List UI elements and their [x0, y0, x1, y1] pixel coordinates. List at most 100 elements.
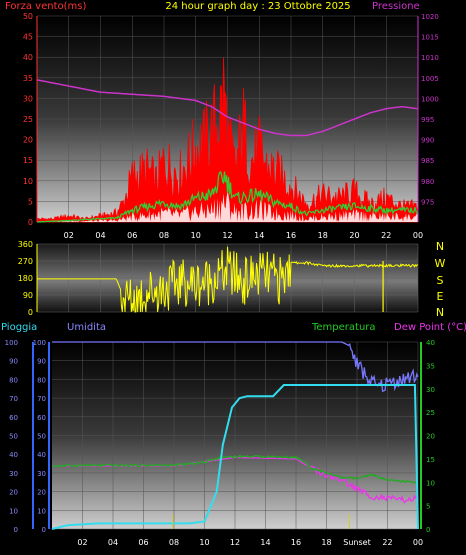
humidity-tick-label: 0 — [42, 526, 46, 534]
wind-x-tick-label: 18 — [318, 231, 328, 240]
temperature-tick-label: 15 — [426, 456, 435, 464]
humidity-axis-title: Umidita — [67, 322, 106, 333]
direction-series — [37, 246, 419, 313]
rain-tick-label: 40 — [9, 451, 18, 459]
wind-gust-series — [36, 57, 419, 223]
compass-labels: N W S E N — [435, 240, 446, 319]
humidity-tick-label: 50 — [37, 433, 46, 441]
humidity-tick-label: 90 — [37, 358, 46, 366]
humidity-x-tick-label: 08 — [169, 538, 179, 547]
rain-tick-label: 20 — [9, 489, 18, 497]
temperature-tick-label: 30 — [426, 386, 435, 394]
humidity-x-tick-label: Sunset — [343, 538, 370, 547]
temperature-tick-label: 0 — [426, 526, 430, 534]
wind-tick-label: 30 — [23, 94, 33, 103]
humidity-tick-label: 60 — [37, 414, 46, 422]
humidity-tick-label: 80 — [37, 376, 46, 384]
humidity-x-tick-label: 10 — [199, 538, 209, 547]
direction-tick-label: 180 — [18, 274, 33, 283]
pressure-tick-label: 995 — [421, 116, 434, 124]
humidity-x-tick-label: 00 — [413, 538, 423, 547]
chart-title: 24 hour graph day : 23 Ottobre 2025 — [165, 1, 350, 12]
pressure-tick-label: 980 — [421, 178, 434, 186]
rain-tick-label: 80 — [9, 376, 18, 384]
compass-e: E — [437, 290, 444, 303]
rain-tick-label: 10 — [9, 507, 18, 515]
wind-x-tick-label: 16 — [286, 231, 296, 240]
humidity-x-tick-label: 02 — [77, 538, 87, 547]
wind-x-tick-label: 12 — [222, 231, 232, 240]
wind-axis-title: Forza vento(ms) — [5, 1, 86, 12]
compass-n-top: N — [436, 240, 444, 253]
rain-series — [51, 384, 419, 530]
wind-x-tick-label: 00 — [413, 231, 423, 240]
rain-tick-label: 70 — [9, 395, 18, 403]
wind-x-tick-label: 08 — [159, 231, 169, 240]
compass-w: W — [435, 257, 446, 270]
humidity-x-tick-label: 12 — [230, 538, 240, 547]
humidity-x-tick-label: 16 — [291, 538, 301, 547]
wind-min-series — [37, 191, 418, 222]
wind-tick-label: 50 — [23, 12, 33, 21]
wind-avg-series — [37, 170, 419, 223]
rain-tick-label: 60 — [9, 414, 18, 422]
pressure-tick-label: 975 — [421, 198, 434, 206]
pressure-tick-label: 985 — [421, 157, 434, 165]
temperature-tick-label: 25 — [426, 409, 435, 417]
humidity-x-tick-label: 04 — [108, 538, 118, 547]
humidity-tick-label: 10 — [37, 507, 46, 515]
wind-tick-label: 40 — [23, 53, 33, 62]
compass-n-bottom: N — [436, 306, 444, 319]
humidity-tick-label: 70 — [37, 395, 46, 403]
rain-tick-label: 90 — [9, 358, 18, 366]
wind-tick-label: 5 — [28, 197, 33, 206]
humidity-tick-label: 40 — [37, 451, 46, 459]
humidity-series — [52, 341, 419, 393]
rain-axis-title: Pioggia — [1, 322, 37, 333]
humidity-tick-label: 30 — [37, 470, 46, 478]
rain-tick-label: 100 — [5, 339, 18, 347]
temperature-series — [51, 454, 419, 484]
temperature-tick-label: 5 — [426, 503, 430, 511]
temperature-tick-label: 10 — [426, 479, 435, 487]
humidity-x-tick-label: 18 — [321, 538, 331, 547]
wind-x-tick-label: 10 — [191, 231, 201, 240]
humidity-x-tick-label: 22 — [382, 538, 392, 547]
wind-tick-label: 10 — [23, 177, 33, 186]
wind-tick-label: 45 — [23, 33, 33, 42]
humidity-tick-label: 20 — [37, 489, 46, 497]
rain-tick-label: 0 — [14, 526, 18, 534]
temperature-tick-label: 35 — [426, 362, 435, 370]
direction-tick-label: 0 — [28, 308, 33, 317]
compass-s: S — [437, 274, 444, 287]
temperature-tick-label: 40 — [426, 339, 435, 347]
wind-tick-label: 15 — [23, 156, 33, 165]
pressure-series — [36, 79, 419, 137]
temperature-tick-label: 20 — [426, 433, 435, 441]
direction-tick-label: 360 — [18, 240, 33, 249]
direction-tick-label: 270 — [18, 257, 33, 266]
pressure-axis-title: Pressione — [372, 1, 420, 12]
wind-tick-label: 35 — [23, 74, 33, 83]
pressure-tick-label: 1005 — [421, 75, 439, 83]
wind-x-tick-label: 04 — [95, 231, 105, 240]
wind-x-tick-label: 06 — [127, 231, 137, 240]
humidity-x-tick-label: 06 — [138, 538, 148, 547]
rain-tick-label: 30 — [9, 470, 18, 478]
rain-tick-label: 50 — [9, 433, 18, 441]
temperature-axis-title: Temperatura — [311, 322, 376, 333]
wind-series — [36, 57, 419, 223]
humidity-x-tick-label: 14 — [260, 538, 270, 547]
pressure-tick-label: 1010 — [421, 54, 439, 62]
pressure-tick-label: 1020 — [421, 13, 439, 21]
pressure-tick-label: 990 — [421, 137, 434, 145]
wind-tick-label: 25 — [23, 115, 33, 124]
pressure-tick-label: 1015 — [421, 34, 439, 42]
wind-x-tick-label: 22 — [381, 231, 391, 240]
wind-tick-label: 0 — [28, 218, 33, 227]
wind-direction-series — [37, 246, 419, 313]
wind-x-tick-label: 02 — [64, 231, 74, 240]
dewpoint-axis-title: Dew Point (°C) — [394, 322, 466, 333]
